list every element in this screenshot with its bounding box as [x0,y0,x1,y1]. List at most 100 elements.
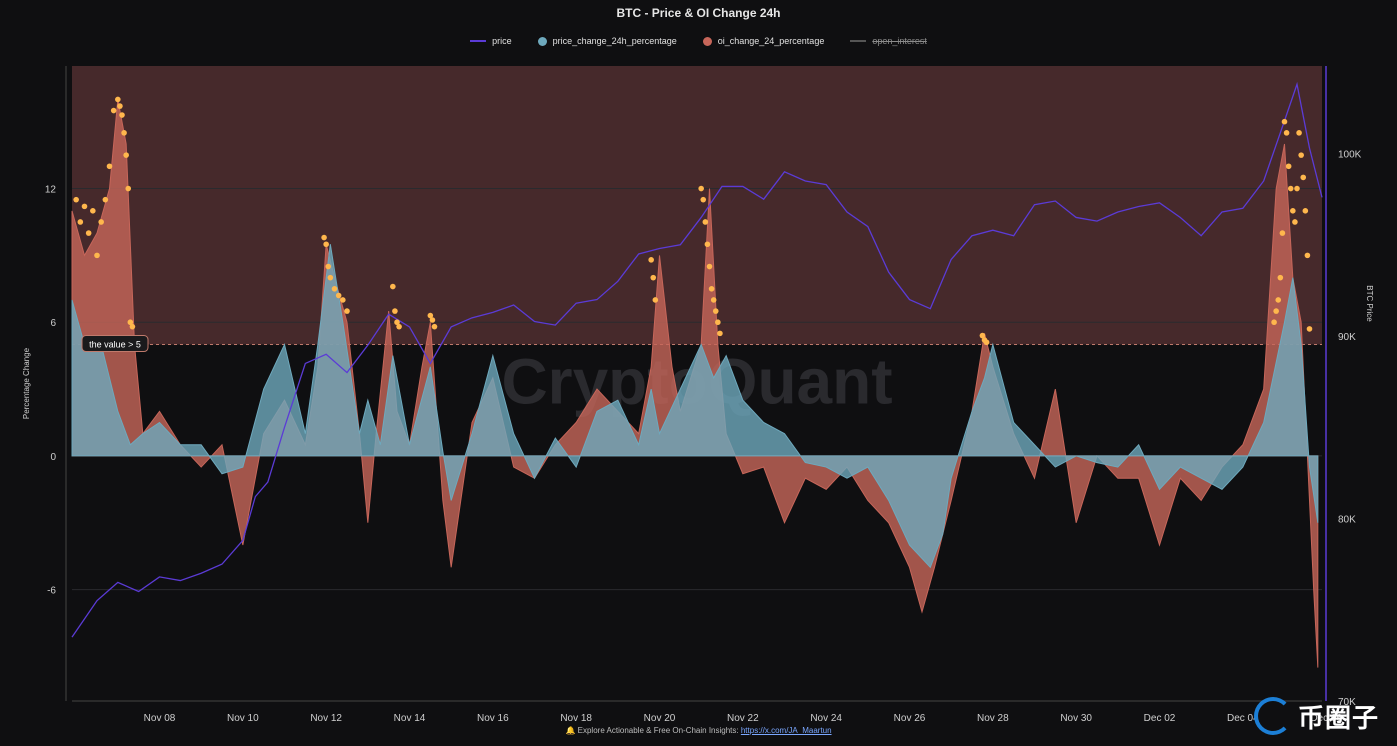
x-tick-label: Nov 12 [310,713,342,724]
highlight-point [117,103,123,109]
x-tick-label: Dec 02 [1144,713,1176,724]
footer-link[interactable]: https://x.com/JA_Maartun [740,726,832,735]
highlight-point [1277,274,1284,281]
highlight-point [106,163,113,170]
highlight-point [102,196,109,203]
highlight-point [125,185,132,192]
highlight-point [344,308,350,314]
highlight-point [1287,185,1294,192]
highlight-point [1279,230,1286,236]
x-tick-label: Dec 04 [1227,713,1259,724]
highlight-point [1306,326,1313,332]
threshold-label: the value > 5 [81,335,149,353]
highlight-point [427,312,434,319]
legend-label-price: price [492,36,512,46]
y2-axis-title: BTC Price [1365,285,1374,322]
y-tick-label: 0 [50,452,56,463]
x-tick-label: Nov 30 [1060,713,1092,724]
highlight-point [390,283,396,290]
highlight-point [702,219,709,225]
highlight-point [1285,163,1292,170]
highlight-point [1294,185,1300,192]
highlight-point [429,317,436,323]
highlight-point [81,203,88,210]
highlight-point [717,330,723,337]
x-tick-label: Nov 28 [977,713,1009,724]
x-tick-label: Nov 16 [477,713,509,724]
highlight-point [121,130,127,136]
highlight-point [323,241,329,248]
highlight-point [648,257,654,263]
legend-item-price-change[interactable]: price_change_24h_percentage [537,36,677,46]
y-tick-label: 12 [45,185,57,196]
highlight-point [1298,152,1304,158]
chart-title: BTC - Price & OI Change 24h [616,6,781,20]
x-tick-label: Nov 08 [144,713,176,724]
highlight-point [1271,319,1277,326]
chart-legend: price price_change_24h_percentage oi_cha… [0,36,1397,46]
y-axis-title: Percentage Change [22,347,31,419]
highlight-point [712,308,719,314]
x-tick-label: Nov 18 [560,713,592,724]
highlight-point [77,219,84,225]
y-tick-label: 6 [50,318,56,329]
highlight-point [327,274,334,281]
highlight-point [340,297,346,303]
threshold-label-box [81,335,149,353]
legend-swatch-price-change [537,36,547,46]
x-tick-label: Nov 10 [227,713,259,724]
highlight-point [85,230,92,236]
bell-icon: 🔔 [565,726,576,735]
legend-item-open-interest[interactable]: open_interest [850,36,927,46]
legend-label-price-change: price_change_24h_percentage [552,36,677,46]
highlight-point [652,297,659,303]
highlight-point [650,274,657,281]
x-tick-label: Dec 06 [1310,713,1342,724]
threshold-label-text: the value > 5 [89,340,141,350]
legend-swatch-oi-change [702,36,712,46]
highlight-point [115,96,121,103]
highlight-point [94,252,100,259]
highlight-point [98,219,104,225]
threshold-band [72,66,1322,345]
price-change-area [71,244,1319,569]
highlight-point [127,319,134,326]
highlight-point [708,286,715,292]
highlight-point [325,263,332,270]
legend-swatch-price [470,40,487,42]
highlight-point [321,234,327,241]
site-logo: 币圈子 [1254,690,1394,742]
y2-tick-label: 70K [1338,697,1356,708]
legend-label-open-interest: open_interest [872,36,927,46]
highlight-point [396,323,402,330]
footer-text: Explore Actionable & Free On-Chain Insig… [577,726,739,735]
legend-item-price[interactable]: price [470,36,512,46]
highlight-point [700,196,707,203]
legend-item-oi-change[interactable]: oi_change_24_percentage [702,36,825,46]
legend-swatch-open-interest [850,40,867,42]
highlight-point [979,332,986,339]
x-tick-label: Nov 20 [644,713,676,724]
y2-tick-label: 100K [1338,150,1362,161]
highlight-point [73,196,79,203]
y-tick-label: -6 [47,586,56,597]
highlight-point [1302,208,1309,214]
highlight-point [394,319,400,326]
logo-circle-icon [1254,697,1292,735]
legend-label-oi-change: oi_change_24_percentage [717,36,825,46]
highlight-point [1304,252,1311,259]
highlight-point [1296,130,1302,136]
highlight-point [1292,219,1298,225]
x-tick-label: Nov 24 [810,713,842,724]
highlight-point [110,107,117,114]
highlight-point [392,308,398,314]
logo-text: 币圈子 [1298,703,1380,734]
footer: 🔔 Explore Actionable & Free On-Chain Ins… [0,726,1397,735]
highlight-point [1281,118,1288,125]
highlight-point [129,323,136,330]
y2-tick-label: 90K [1338,332,1356,343]
highlight-point [1275,297,1282,303]
highlight-point [1290,208,1296,214]
x-tick-label: Nov 26 [894,713,926,724]
